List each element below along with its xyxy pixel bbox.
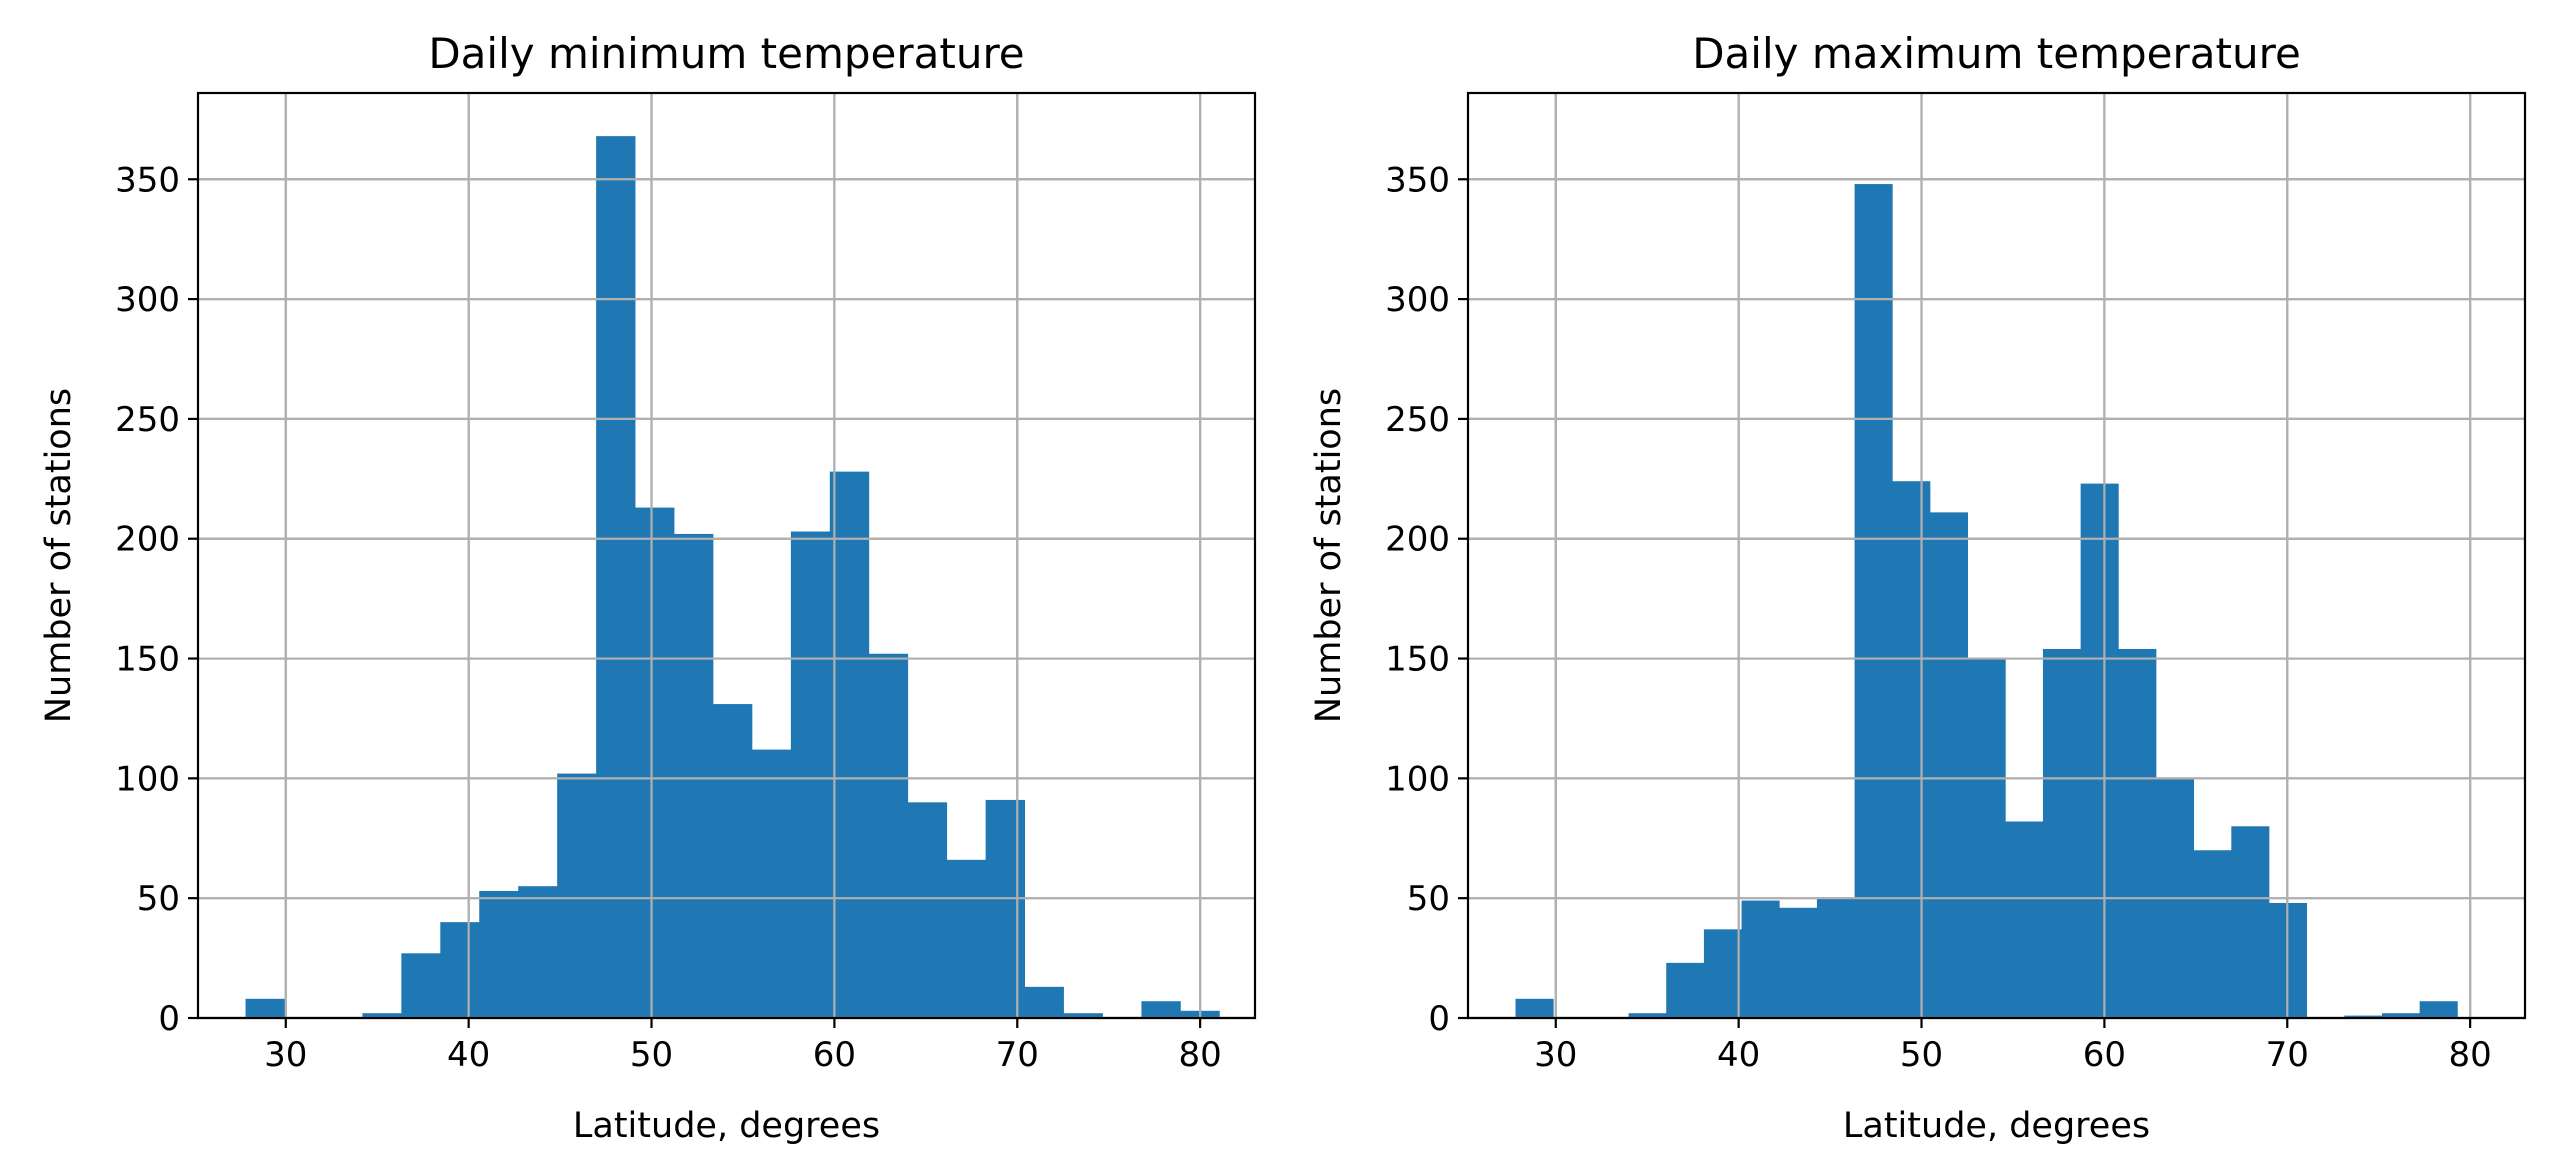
- y-tick-label: 250: [1385, 400, 1450, 440]
- histogram-bar: [1854, 184, 1893, 1018]
- histogram-bar: [2042, 648, 2082, 1018]
- histogram-bar: [2231, 826, 2270, 1018]
- histogram-bar: [518, 886, 558, 1018]
- y-tick-label: 150: [1385, 640, 1450, 680]
- x-axis-label: Latitude, degrees: [573, 1106, 880, 1146]
- y-tick-label: 0: [158, 999, 180, 1039]
- x-tick-label: 40: [447, 1035, 490, 1075]
- histogram-bar: [2118, 648, 2157, 1018]
- y-axis-label: Number of stations: [1309, 388, 1349, 723]
- y-tick-label: 350: [1385, 160, 1450, 200]
- plot-frame: [1466, 91, 2527, 1020]
- x-tick-label: 80: [1179, 1035, 1222, 1075]
- y-tick-label: 300: [1385, 280, 1450, 320]
- histogram-bar: [2419, 1001, 2458, 1018]
- y-tick-label: 350: [115, 160, 180, 200]
- histogram-bar: [985, 799, 1025, 1018]
- x-tick-label: 70: [2266, 1035, 2309, 1075]
- y-tick-label: 200: [1385, 520, 1450, 560]
- x-tick-label: 30: [1534, 1035, 1577, 1075]
- plot-frame: [196, 91, 1257, 1020]
- x-tick-label: 50: [1900, 1035, 1943, 1075]
- histogram-bar: [1063, 1013, 1103, 1018]
- histogram-bar: [674, 533, 714, 1018]
- histogram-bar: [712, 704, 753, 1018]
- y-tick-label: 100: [1385, 759, 1450, 799]
- histogram-bar: [1929, 512, 1969, 1018]
- y-tick-label: 150: [115, 640, 180, 680]
- histogram-bar: [1741, 900, 1780, 1018]
- histogram-bar: [1628, 1013, 1667, 1018]
- histogram-bar: [2193, 850, 2232, 1018]
- x-tick-label: 70: [996, 1035, 1039, 1075]
- histogram-bar: [362, 1013, 402, 1018]
- histogram-bar: [829, 471, 870, 1018]
- y-tick-label: 250: [115, 400, 180, 440]
- min-temperature-histogram: 30 40 50 60 70 80 0 50 100 150 200 250 300 350 Daily m…: [39, 29, 1257, 1146]
- histogram-bar: [1779, 907, 1818, 1018]
- histogram-bar: [946, 859, 987, 1018]
- histogram-bar: [2344, 1015, 2383, 1018]
- histogram-bar: [907, 802, 948, 1018]
- y-tick-label: 300: [115, 280, 180, 320]
- y-tick-label: 200: [115, 520, 180, 560]
- histogram-bar: [2381, 1013, 2421, 1018]
- histogram-bar: [1024, 986, 1064, 1018]
- x-tick-label: 60: [813, 1035, 856, 1075]
- histogram-bar: [1892, 481, 1931, 1019]
- histogram-bar: [1703, 929, 1742, 1018]
- histogram-bar: [557, 773, 597, 1018]
- histogram-bar: [1816, 898, 1855, 1018]
- x-tick-label: 60: [2083, 1035, 2126, 1075]
- histogram-bar: [868, 653, 909, 1018]
- histogram-bar: [401, 953, 441, 1018]
- histogram-bar: [245, 998, 285, 1018]
- x-tick-label: 80: [2449, 1035, 2492, 1075]
- histogram-bar: [596, 136, 636, 1019]
- chart-title: Daily maximum temperature: [1692, 29, 2301, 78]
- x-tick-label: 40: [1717, 1035, 1760, 1075]
- histogram-bar: [440, 922, 480, 1018]
- y-tick-label: 50: [1407, 879, 1450, 919]
- histogram-bar: [1967, 658, 2006, 1018]
- x-axis-label: Latitude, degrees: [1843, 1106, 2150, 1146]
- x-tick-label: 50: [630, 1035, 673, 1075]
- histogram-bar: [1515, 998, 1554, 1018]
- histogram-bar: [1666, 962, 1705, 1018]
- x-tick-label: 30: [264, 1035, 307, 1075]
- chart-title: Daily minimum temperature: [428, 29, 1024, 78]
- y-tick-label: 50: [137, 879, 180, 919]
- histogram-bar: [1141, 1001, 1181, 1018]
- histogram-bar: [2080, 483, 2119, 1019]
- histogram-bar: [2005, 821, 2044, 1018]
- y-axis-label: Number of stations: [39, 388, 79, 723]
- histogram-bar: [479, 890, 519, 1018]
- histogram-bar: [635, 507, 675, 1018]
- y-tick-label: 100: [115, 759, 180, 799]
- histogram-bar: [751, 749, 792, 1018]
- histogram-bar: [790, 531, 831, 1018]
- max-temperature-histogram: 30 40 50 60 70 80 0 50 100 150 200 250 300 350 Daily m…: [1309, 29, 2527, 1146]
- y-tick-label: 0: [1428, 999, 1450, 1039]
